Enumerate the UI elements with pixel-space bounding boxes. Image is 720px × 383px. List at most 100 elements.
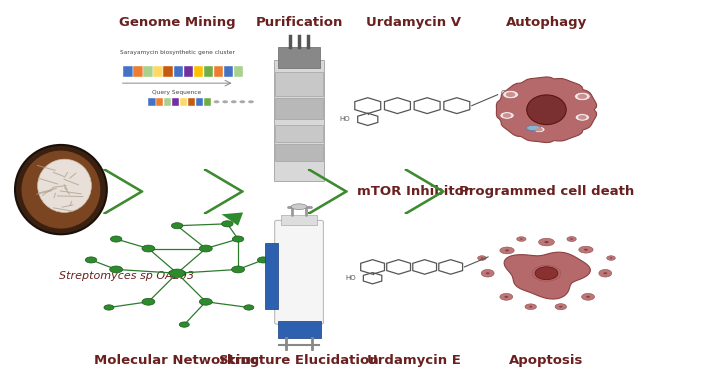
FancyBboxPatch shape: [234, 66, 243, 77]
Circle shape: [231, 100, 237, 103]
Circle shape: [505, 249, 509, 252]
Text: Molecular Networking: Molecular Networking: [94, 354, 260, 367]
Text: Sarayamycin biosynthetic gene cluster: Sarayamycin biosynthetic gene cluster: [120, 50, 235, 55]
Ellipse shape: [291, 204, 307, 210]
FancyBboxPatch shape: [275, 72, 323, 97]
Ellipse shape: [481, 270, 494, 277]
Ellipse shape: [539, 238, 554, 246]
FancyBboxPatch shape: [275, 144, 323, 161]
Circle shape: [142, 245, 155, 252]
FancyBboxPatch shape: [123, 66, 132, 77]
Circle shape: [586, 296, 590, 298]
Circle shape: [248, 100, 254, 103]
Circle shape: [199, 298, 212, 305]
Polygon shape: [222, 213, 243, 226]
Circle shape: [232, 266, 245, 273]
FancyBboxPatch shape: [274, 220, 323, 324]
Circle shape: [244, 305, 254, 310]
FancyBboxPatch shape: [194, 66, 203, 77]
Ellipse shape: [500, 112, 514, 119]
Ellipse shape: [503, 90, 518, 99]
Ellipse shape: [526, 125, 541, 131]
Text: HO: HO: [346, 275, 356, 281]
Circle shape: [179, 322, 189, 327]
Polygon shape: [204, 170, 243, 213]
Text: Structure Elucidation: Structure Elucidation: [219, 354, 379, 367]
Text: Autophagy: Autophagy: [506, 16, 587, 29]
Text: HO: HO: [339, 116, 350, 122]
FancyBboxPatch shape: [275, 125, 323, 142]
FancyBboxPatch shape: [172, 98, 179, 106]
FancyBboxPatch shape: [180, 98, 187, 106]
FancyBboxPatch shape: [188, 98, 195, 106]
Polygon shape: [405, 170, 444, 213]
FancyBboxPatch shape: [204, 98, 211, 106]
Ellipse shape: [555, 304, 567, 310]
Circle shape: [559, 306, 562, 308]
Circle shape: [570, 238, 573, 240]
Circle shape: [199, 245, 212, 252]
Text: OH: OH: [500, 90, 510, 97]
Text: Programmed cell death: Programmed cell death: [459, 185, 634, 198]
FancyBboxPatch shape: [214, 66, 223, 77]
FancyBboxPatch shape: [143, 66, 153, 77]
FancyBboxPatch shape: [184, 66, 193, 77]
Ellipse shape: [579, 246, 593, 253]
FancyBboxPatch shape: [265, 243, 277, 309]
Circle shape: [506, 92, 516, 97]
FancyBboxPatch shape: [156, 98, 163, 106]
Ellipse shape: [582, 293, 595, 300]
Circle shape: [214, 100, 220, 103]
Polygon shape: [496, 77, 597, 142]
Circle shape: [169, 269, 185, 277]
FancyBboxPatch shape: [281, 215, 317, 225]
Text: Query Sequence: Query Sequence: [153, 90, 202, 95]
Text: Purification: Purification: [256, 16, 343, 29]
Text: Apoptosis: Apoptosis: [509, 354, 584, 367]
FancyBboxPatch shape: [278, 47, 320, 68]
Text: Genome Mining: Genome Mining: [119, 16, 235, 29]
Ellipse shape: [534, 126, 545, 133]
Polygon shape: [308, 170, 348, 213]
Polygon shape: [104, 170, 143, 213]
FancyBboxPatch shape: [133, 66, 143, 77]
Circle shape: [171, 223, 183, 229]
FancyBboxPatch shape: [148, 98, 156, 106]
Ellipse shape: [607, 256, 616, 260]
Ellipse shape: [517, 237, 526, 241]
FancyBboxPatch shape: [277, 321, 320, 338]
Ellipse shape: [575, 113, 590, 121]
Ellipse shape: [15, 145, 107, 234]
Ellipse shape: [477, 256, 486, 260]
Text: Urdamycin V: Urdamycin V: [366, 16, 462, 29]
Ellipse shape: [575, 92, 590, 101]
Circle shape: [603, 272, 607, 274]
Circle shape: [577, 94, 587, 99]
Circle shape: [503, 113, 511, 118]
Circle shape: [505, 296, 508, 298]
FancyBboxPatch shape: [174, 66, 183, 77]
Circle shape: [233, 236, 244, 242]
Text: mTOR Inhibitor: mTOR Inhibitor: [357, 185, 471, 198]
Circle shape: [258, 257, 269, 263]
Circle shape: [481, 257, 483, 259]
FancyBboxPatch shape: [196, 98, 203, 106]
Ellipse shape: [527, 95, 566, 124]
Ellipse shape: [599, 270, 612, 277]
Ellipse shape: [22, 151, 100, 229]
Circle shape: [486, 272, 490, 274]
FancyBboxPatch shape: [204, 66, 213, 77]
Ellipse shape: [525, 304, 536, 309]
Circle shape: [544, 241, 549, 243]
Circle shape: [584, 249, 588, 251]
Circle shape: [109, 266, 122, 273]
Circle shape: [536, 128, 543, 131]
Polygon shape: [504, 252, 590, 299]
FancyBboxPatch shape: [153, 66, 163, 77]
Text: Streptomyces sp OA293: Streptomyces sp OA293: [59, 271, 194, 282]
Circle shape: [529, 306, 532, 308]
Ellipse shape: [500, 293, 513, 300]
Ellipse shape: [567, 237, 576, 242]
Circle shape: [110, 236, 122, 242]
FancyBboxPatch shape: [274, 60, 324, 181]
